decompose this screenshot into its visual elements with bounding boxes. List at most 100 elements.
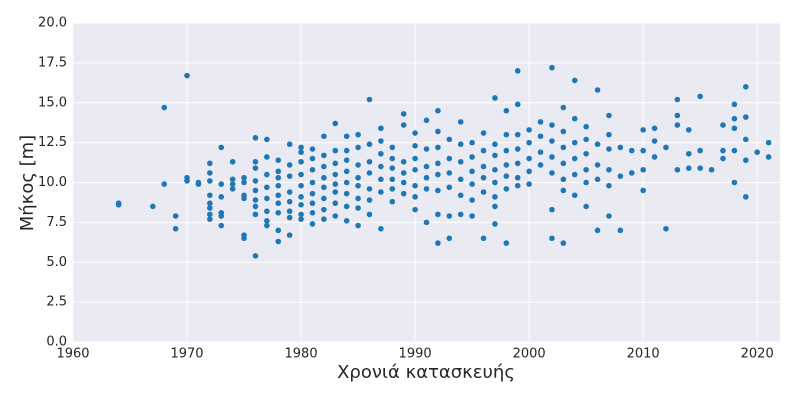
point <box>583 150 589 157</box>
point <box>218 181 225 187</box>
point <box>480 189 487 195</box>
point <box>457 119 464 125</box>
point <box>366 158 373 165</box>
point <box>207 170 213 176</box>
point <box>685 165 692 171</box>
point <box>492 166 498 173</box>
point <box>400 190 407 197</box>
point <box>275 210 282 216</box>
point <box>435 211 441 218</box>
point <box>321 163 327 170</box>
point <box>355 205 361 211</box>
point <box>389 144 396 151</box>
point <box>514 160 521 167</box>
point <box>252 211 259 218</box>
point <box>355 131 361 138</box>
point <box>241 195 247 202</box>
point <box>549 64 555 71</box>
point <box>435 240 441 246</box>
point <box>343 203 350 210</box>
point <box>355 182 361 189</box>
point <box>252 158 259 165</box>
point <box>207 211 213 218</box>
point <box>229 158 236 165</box>
point <box>674 96 681 103</box>
point <box>594 176 601 183</box>
point <box>252 197 259 203</box>
point <box>366 141 373 148</box>
point <box>229 176 236 183</box>
y-tick-label: 17.5 <box>38 55 67 70</box>
point <box>252 187 259 194</box>
point <box>435 144 441 151</box>
point <box>412 166 418 173</box>
point <box>549 170 555 176</box>
point <box>514 68 521 74</box>
x-tick-label: 1980 <box>285 347 318 362</box>
point <box>571 115 578 122</box>
point <box>446 184 453 191</box>
point <box>378 125 384 132</box>
point <box>412 182 418 189</box>
point <box>469 181 475 187</box>
point <box>651 138 658 144</box>
point <box>606 112 612 119</box>
point <box>606 131 612 138</box>
point <box>457 211 464 218</box>
x-tick-label: 1970 <box>170 347 203 362</box>
point <box>446 155 453 162</box>
point <box>366 170 373 176</box>
point <box>309 221 316 227</box>
point <box>275 157 282 163</box>
point <box>469 139 475 146</box>
point <box>275 192 282 199</box>
point <box>697 93 703 100</box>
point <box>389 165 396 171</box>
point <box>697 147 703 154</box>
point <box>446 136 453 143</box>
point <box>526 155 532 162</box>
point <box>435 107 441 114</box>
point <box>321 216 327 222</box>
point <box>264 154 270 160</box>
point <box>161 181 168 187</box>
point <box>218 213 225 219</box>
point <box>332 181 339 187</box>
point <box>400 170 407 176</box>
y-tick-label: 0.0 <box>46 335 67 350</box>
point <box>252 178 259 184</box>
point <box>503 107 510 114</box>
point <box>275 168 282 175</box>
point <box>343 168 350 175</box>
x-tick-label: 2020 <box>741 347 774 362</box>
point <box>435 171 441 178</box>
point <box>343 133 350 140</box>
point <box>286 208 293 215</box>
point <box>321 206 327 213</box>
point <box>332 189 339 195</box>
point <box>229 186 236 192</box>
point <box>355 222 361 229</box>
point <box>765 139 772 146</box>
point <box>492 95 498 101</box>
point <box>286 198 293 205</box>
point <box>378 176 384 183</box>
point <box>172 213 179 219</box>
point <box>400 179 407 186</box>
x-axis-label: Χρονιά κατασκευής <box>337 362 515 383</box>
point <box>583 123 589 130</box>
point <box>378 189 384 195</box>
point <box>731 179 738 186</box>
point <box>207 205 213 211</box>
point <box>366 96 373 103</box>
point <box>412 194 418 200</box>
point <box>571 139 578 146</box>
point <box>321 174 327 181</box>
point <box>298 202 304 208</box>
point <box>469 168 475 175</box>
point <box>685 127 692 133</box>
point <box>480 130 487 136</box>
point <box>731 115 738 122</box>
point <box>332 120 339 127</box>
point <box>264 136 270 143</box>
